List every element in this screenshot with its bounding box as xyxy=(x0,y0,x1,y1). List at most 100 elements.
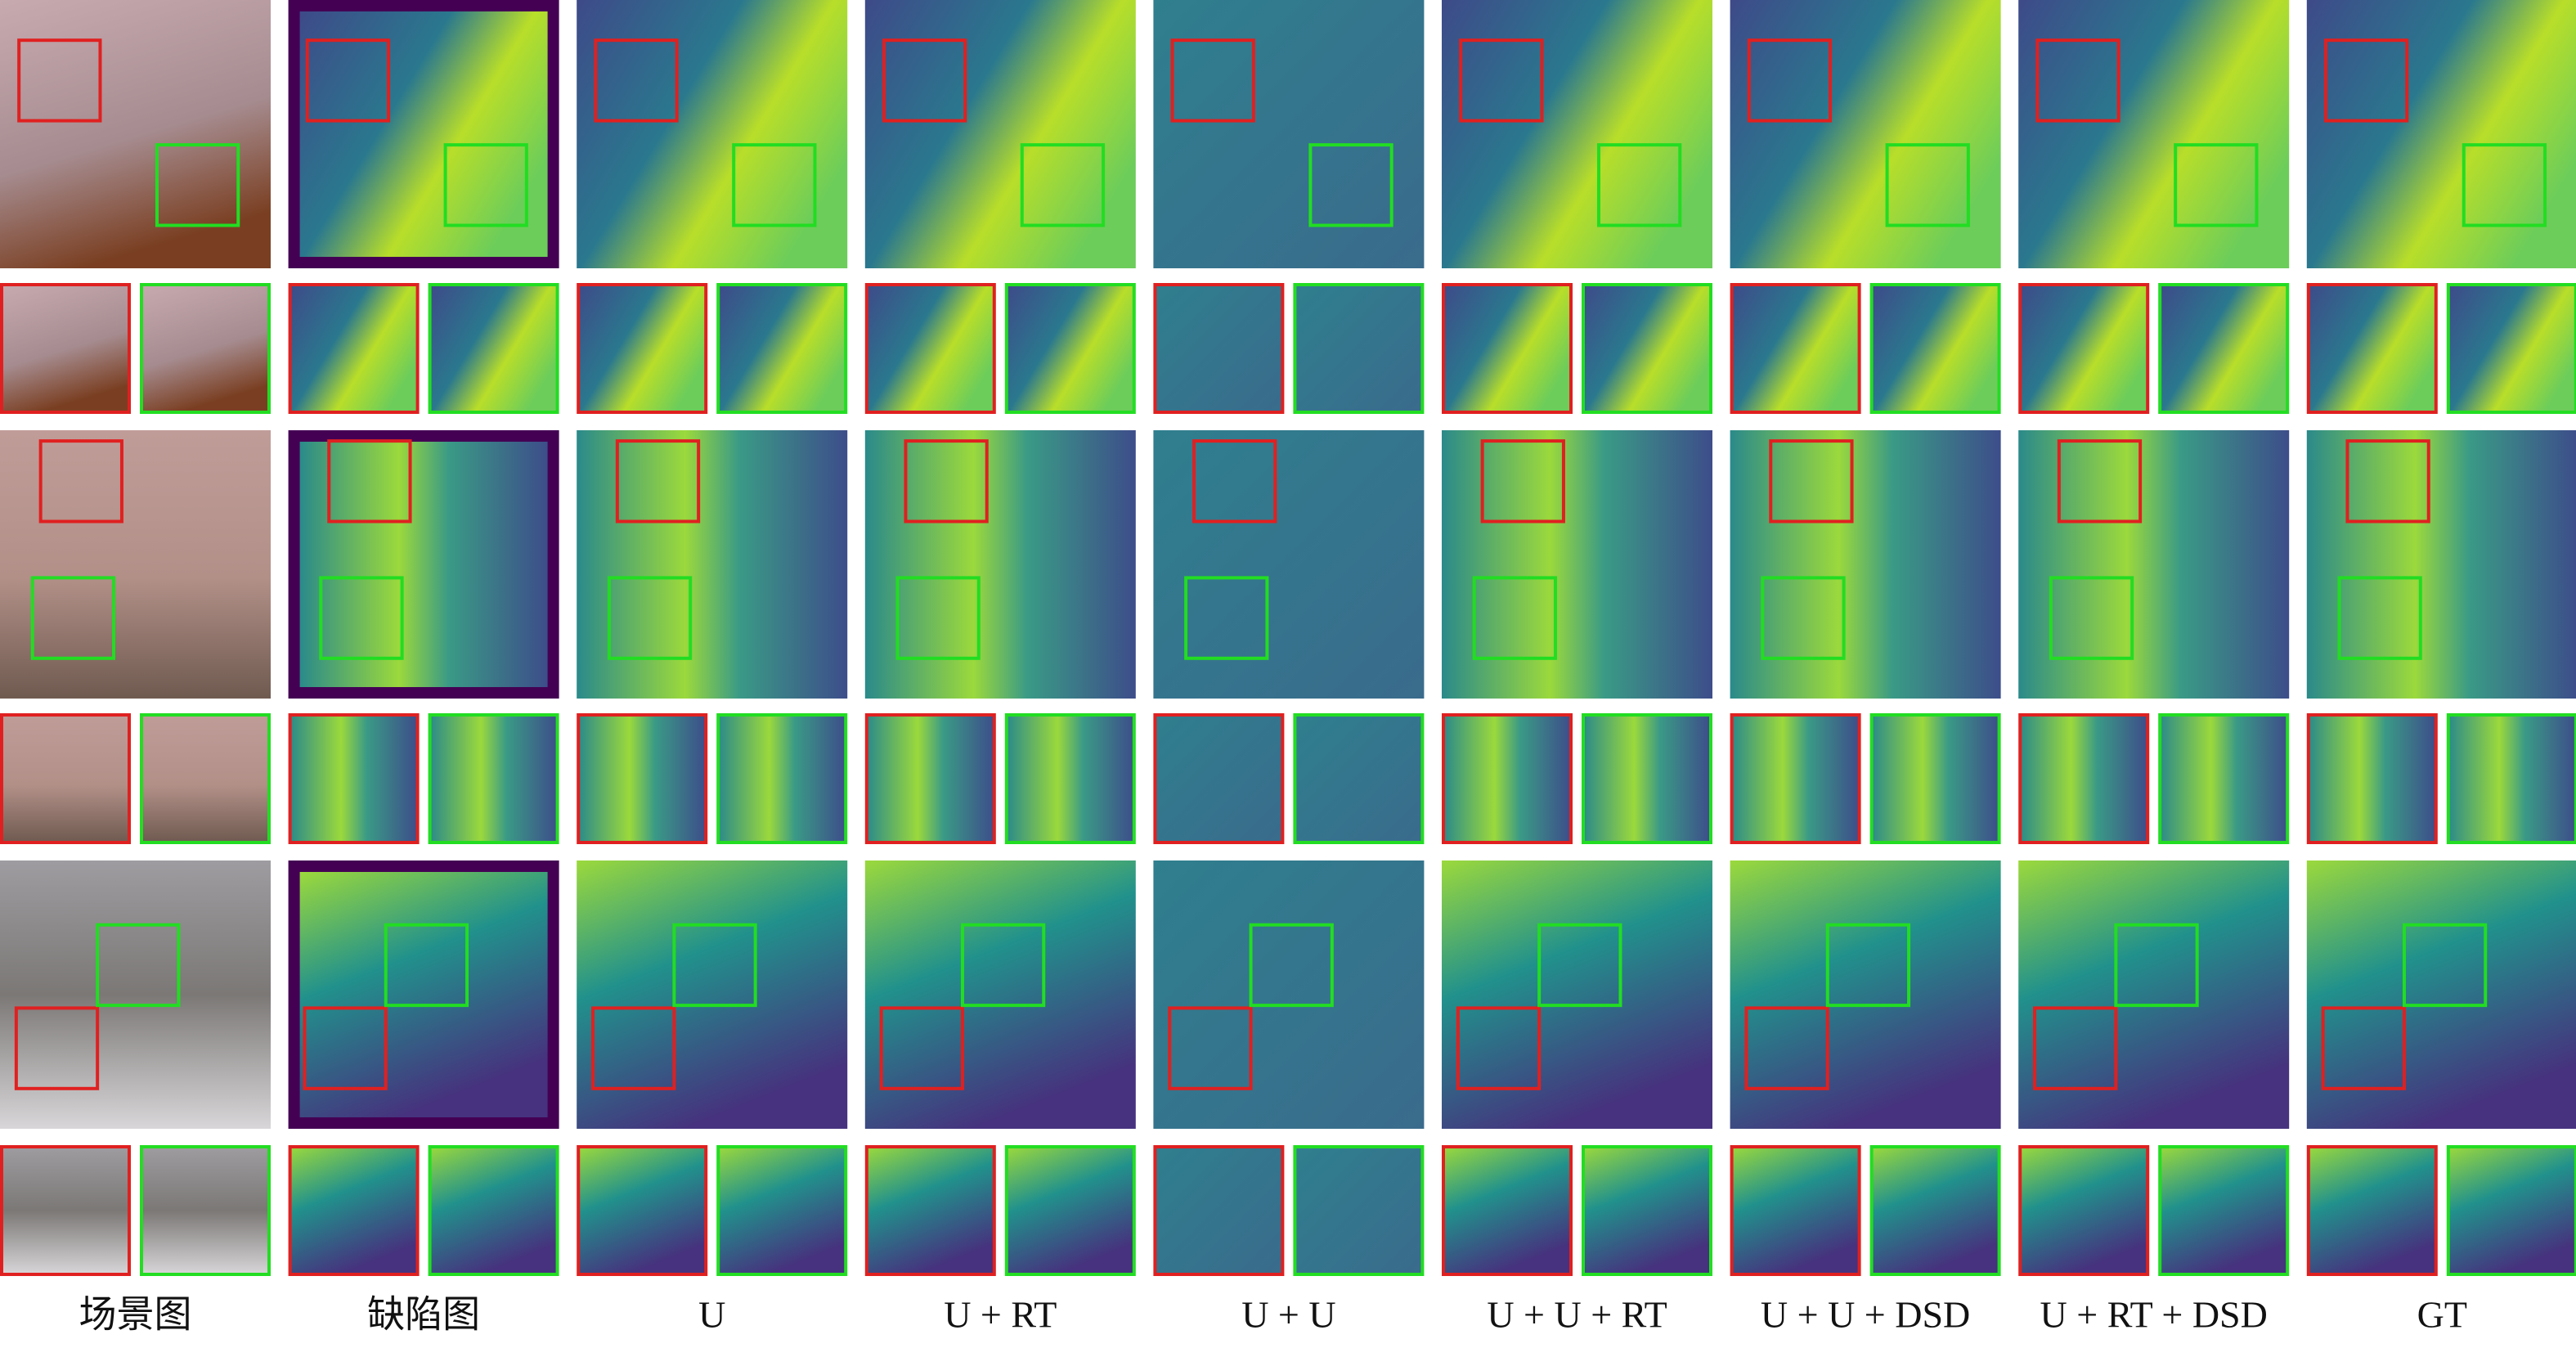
red-box xyxy=(1456,1006,1542,1090)
green-box xyxy=(96,923,181,1008)
image-tile xyxy=(1442,0,1712,268)
zoom-red xyxy=(2018,283,2150,414)
zoom-green xyxy=(2446,713,2576,844)
zoom-red xyxy=(1153,713,1285,844)
image-tile xyxy=(299,11,548,257)
column-label: 场景图 xyxy=(79,1294,192,1336)
zoom-green xyxy=(1869,713,2001,844)
red-box xyxy=(2321,1006,2406,1090)
zoom-red xyxy=(577,283,708,414)
red-box xyxy=(1168,1006,1253,1090)
red-box xyxy=(882,38,967,123)
image-tile xyxy=(1153,0,1425,268)
image-tile xyxy=(2018,0,2290,268)
zoom-green xyxy=(1293,1145,1425,1276)
image-tile xyxy=(1730,430,2001,699)
image-tile xyxy=(577,860,848,1129)
image-tile xyxy=(2306,430,2576,699)
column-label: U xyxy=(698,1294,725,1336)
column-label: U + RT + DSD xyxy=(2040,1294,2268,1336)
green-box xyxy=(1020,143,1106,227)
image-tile xyxy=(2306,860,2576,1129)
zoom-green xyxy=(2158,1145,2290,1276)
image-tile xyxy=(864,0,1136,268)
zoom-red xyxy=(1153,1145,1285,1276)
red-box xyxy=(327,439,412,523)
zoom-red xyxy=(0,713,131,844)
zoom-red xyxy=(0,1145,131,1276)
zoom-green xyxy=(1004,283,1136,414)
green-box xyxy=(1184,576,1269,660)
zoom-green xyxy=(1869,283,2001,414)
zoom-green xyxy=(1293,713,1425,844)
column-label: U + RT xyxy=(944,1294,1057,1336)
zoom-green xyxy=(140,713,271,844)
red-box xyxy=(38,439,123,523)
red-box xyxy=(2323,38,2409,123)
image-tile xyxy=(2018,430,2290,699)
zoom-red xyxy=(1442,1145,1573,1276)
green-box xyxy=(1537,923,1622,1008)
column-label: U + U + RT xyxy=(1487,1294,1667,1336)
green-box xyxy=(2402,923,2488,1008)
zoom-green xyxy=(2446,1145,2576,1276)
zoom-green xyxy=(428,713,559,844)
red-box xyxy=(879,1006,964,1090)
column-label: U + U xyxy=(1241,1294,1335,1336)
zoom-red xyxy=(864,1145,996,1276)
image-tile xyxy=(864,860,1136,1129)
red-box xyxy=(1480,439,1565,523)
image-tile xyxy=(577,430,848,699)
zoom-red xyxy=(288,713,420,844)
image-tile xyxy=(864,430,1136,699)
image-tile xyxy=(1442,860,1712,1129)
red-box xyxy=(904,439,989,523)
image-tile xyxy=(299,442,548,687)
image-tile xyxy=(1153,860,1425,1129)
green-box xyxy=(2337,576,2422,660)
zoom-green xyxy=(1293,283,1425,414)
red-box xyxy=(17,38,102,123)
red-box xyxy=(2345,439,2430,523)
green-box xyxy=(2049,576,2134,660)
image-tile xyxy=(577,0,848,268)
red-box xyxy=(1769,439,1854,523)
zoom-green xyxy=(716,1145,848,1276)
red-box xyxy=(2033,1006,2118,1090)
red-box xyxy=(594,38,679,123)
zoom-red xyxy=(577,713,708,844)
zoom-red xyxy=(864,713,996,844)
green-box xyxy=(1761,576,1846,660)
zoom-red xyxy=(2306,283,2438,414)
red-box xyxy=(1192,439,1277,523)
red-box xyxy=(1747,38,1833,123)
image-tile xyxy=(1730,860,2001,1129)
zoom-red xyxy=(864,283,996,414)
zoom-green xyxy=(1582,713,1712,844)
zoom-green xyxy=(428,1145,559,1276)
column-label: GT xyxy=(2417,1294,2467,1336)
image-tile xyxy=(0,860,271,1129)
zoom-red xyxy=(1730,1145,1861,1276)
red-box xyxy=(305,38,391,123)
red-box xyxy=(1170,38,1255,123)
green-box xyxy=(1249,923,1334,1008)
green-box xyxy=(2462,143,2547,227)
image-tile xyxy=(2306,0,2576,268)
zoom-green xyxy=(1582,283,1712,414)
green-box xyxy=(895,576,981,660)
image-tile xyxy=(0,0,271,268)
red-box xyxy=(2035,38,2120,123)
green-box xyxy=(155,143,240,227)
red-box xyxy=(303,1006,388,1090)
zoom-green xyxy=(1869,1145,2001,1276)
image-tile xyxy=(1730,0,2001,268)
zoom-red xyxy=(2018,1145,2150,1276)
zoom-red xyxy=(2018,713,2150,844)
column-label: 缺陷图 xyxy=(367,1294,480,1336)
zoom-green xyxy=(716,713,848,844)
zoom-red xyxy=(1442,283,1573,414)
green-box xyxy=(1308,143,1393,227)
zoom-red xyxy=(0,283,131,414)
